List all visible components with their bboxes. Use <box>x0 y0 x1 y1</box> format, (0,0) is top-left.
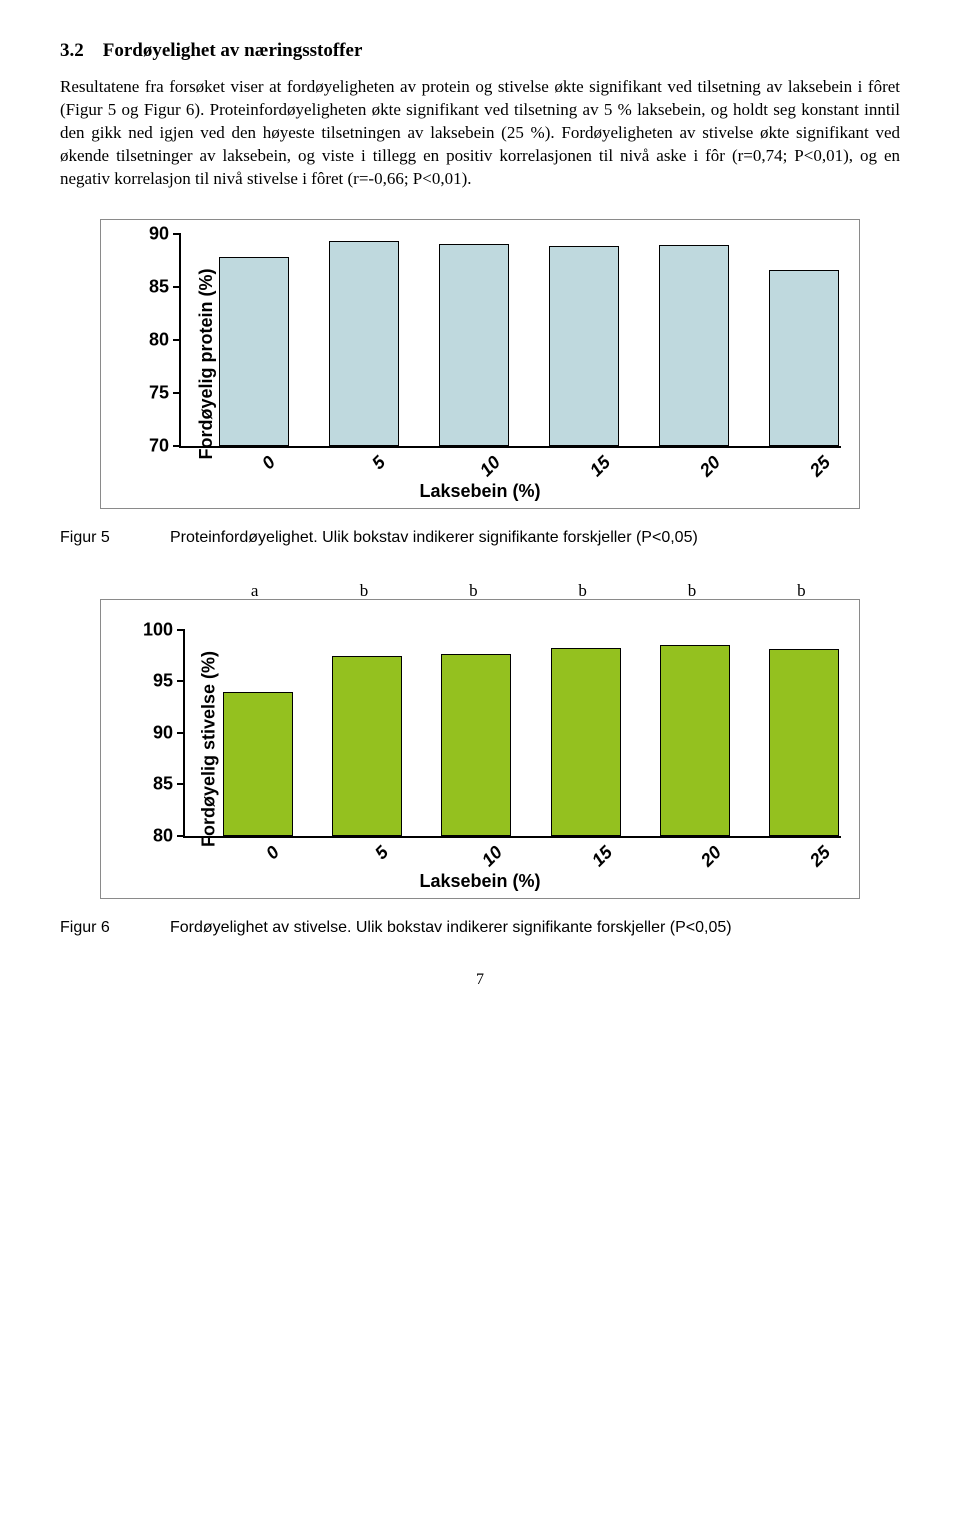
chart2-sig-label: b <box>688 581 697 601</box>
chart1-ytick <box>173 286 181 288</box>
chart2-category: 5 <box>371 842 393 864</box>
chart1-bar <box>549 246 619 445</box>
chart1-category: 10 <box>476 452 505 481</box>
chart2-sig-label: b <box>578 581 587 601</box>
chart1-category: 20 <box>696 452 725 481</box>
body-paragraph: Resultatene fra forsøket viser at fordøy… <box>60 76 900 191</box>
caption-1: Figur 5 Proteinfordøyelighet. Ulik bokst… <box>60 529 900 547</box>
chart1-ytick <box>173 392 181 394</box>
chart2-plot-area: 808590951000510152025 <box>183 630 841 838</box>
chart2-ytick <box>177 629 185 631</box>
chart2-sig-label: b <box>469 581 478 601</box>
chart2-sig-label: a <box>251 581 259 601</box>
chart1-category: 15 <box>586 452 615 481</box>
chart2-category: 0 <box>262 842 284 864</box>
chart2-sig-label: b <box>797 581 806 601</box>
chart2-ytick-label: 90 <box>153 722 173 743</box>
chart1-bar <box>769 270 839 446</box>
chart2-ytick <box>177 783 185 785</box>
chart2-sig-label: b <box>360 581 369 601</box>
chart1-ytick-label: 80 <box>149 329 169 350</box>
chart2-ytick-label: 95 <box>153 671 173 692</box>
chart1-ytick <box>173 339 181 341</box>
chart2-bar <box>223 692 293 836</box>
chart1-ytick-label: 90 <box>149 223 169 244</box>
chart1-bar <box>439 244 509 445</box>
chart1-ytick-label: 75 <box>149 382 169 403</box>
chart1-bar <box>329 241 399 446</box>
chart1-box: Fordøyelig protein (%) 70758085900510152… <box>100 219 860 509</box>
chart2-category: 10 <box>478 842 507 871</box>
chart1-plot-area: 70758085900510152025 <box>179 234 841 448</box>
page-number: 7 <box>60 971 900 989</box>
chart1-bar <box>219 257 289 446</box>
chart1-category: 0 <box>258 452 280 474</box>
chart1-ytick-label: 70 <box>149 435 169 456</box>
chart2-bar <box>769 649 839 835</box>
chart2-ytick <box>177 835 185 837</box>
section-number: 3.2 <box>60 40 84 61</box>
caption-2: Figur 6 Fordøyelighet av stivelse. Ulik … <box>60 919 900 937</box>
section-title: Fordøyelighet av næringsstoffer <box>103 40 363 61</box>
chart1-bar <box>659 245 729 445</box>
section-heading: 3.2 Fordøyelighet av næringsstoffer <box>60 40 900 62</box>
chart1-x-title: Laksebein (%) <box>101 481 859 502</box>
chart2-x-title: Laksebein (%) <box>101 871 859 892</box>
chart2-bar <box>660 645 730 836</box>
chart1-ytick <box>173 445 181 447</box>
chart2-category: 20 <box>697 842 726 871</box>
chart2-ytick-label: 80 <box>153 825 173 846</box>
chart2-ytick-label: 85 <box>153 774 173 795</box>
chart1-ytick-label: 85 <box>149 276 169 297</box>
chart-protein: Fordøyelig protein (%) 70758085900510152… <box>100 219 860 509</box>
chart2-box: Fordøyelig stivelse (%) 8085909510005101… <box>100 599 860 899</box>
chart1-ytick <box>173 233 181 235</box>
chart1-category: 5 <box>368 452 390 474</box>
chart1-category: 25 <box>806 452 835 481</box>
chart2-bar <box>332 656 402 835</box>
caption1-label: Figur 5 <box>60 529 170 547</box>
chart2-ytick <box>177 732 185 734</box>
chart2-ytick <box>177 680 185 682</box>
chart2-bar <box>441 654 511 835</box>
chart2-category: 25 <box>806 842 835 871</box>
caption1-text: Proteinfordøyelighet. Ulik bokstav indik… <box>170 529 900 547</box>
caption2-text: Fordøyelighet av stivelse. Ulik bokstav … <box>170 919 900 937</box>
chart2-ytick-label: 100 <box>143 619 173 640</box>
chart-starch: Fordøyelig stivelse (%) 8085909510005101… <box>100 599 860 899</box>
caption2-label: Figur 6 <box>60 919 170 937</box>
chart2-category: 15 <box>588 842 617 871</box>
chart2-bar <box>551 648 621 835</box>
